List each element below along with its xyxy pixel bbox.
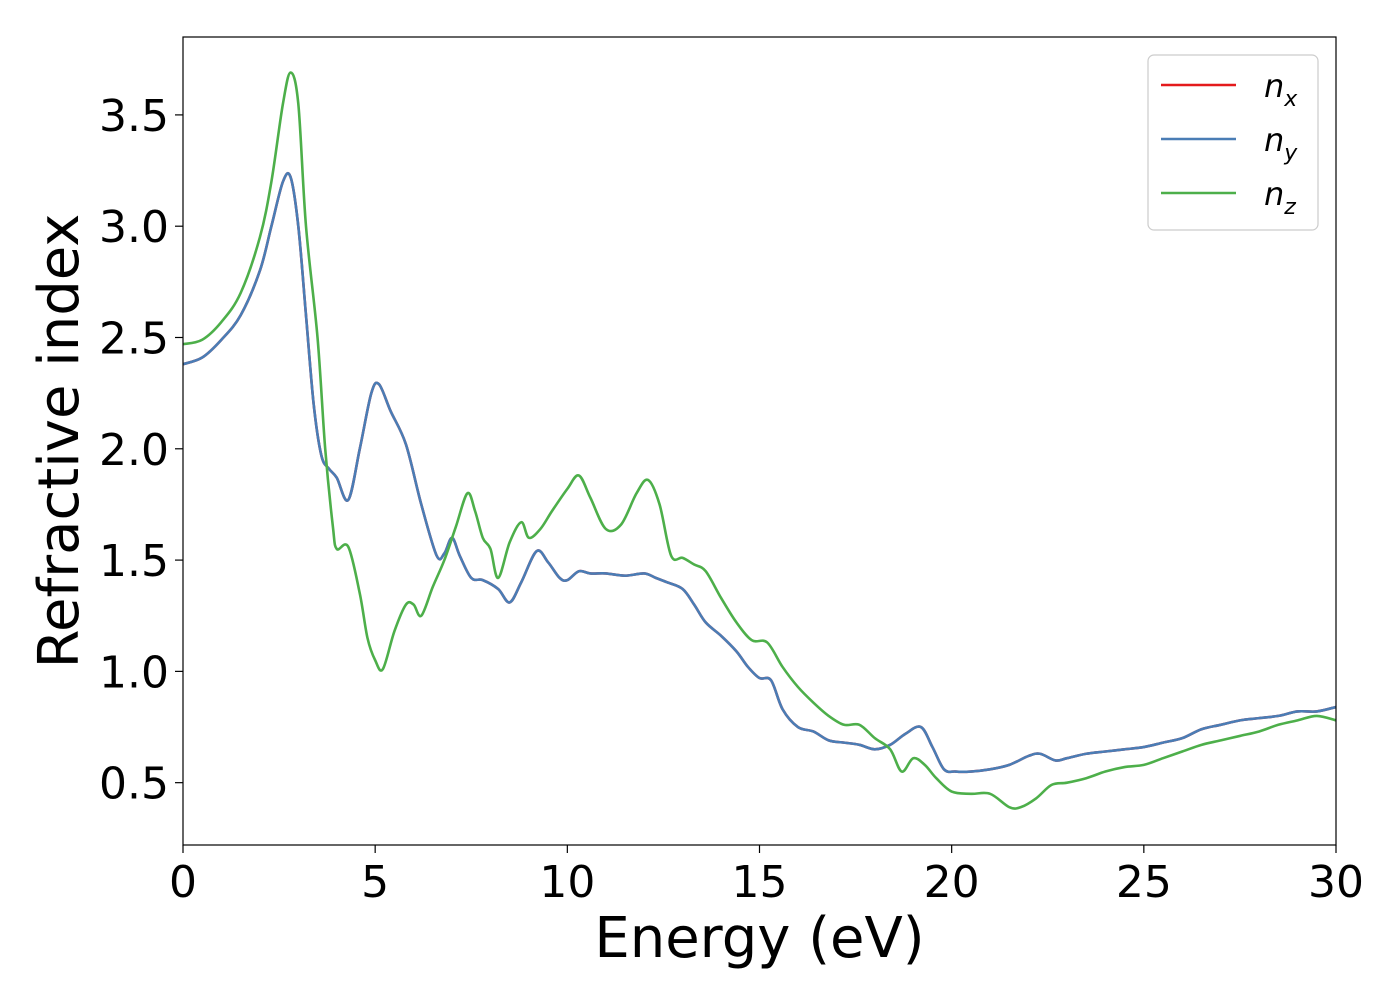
x-tick-label: 30 bbox=[1308, 857, 1364, 908]
series-lines bbox=[183, 71, 1336, 810]
y-tick-label: 0.5 bbox=[99, 759, 169, 810]
legend: nx ny nz bbox=[1147, 54, 1319, 231]
x-tick-label: 15 bbox=[732, 857, 788, 908]
y-tick-label: 3.0 bbox=[99, 202, 169, 253]
x-tick-label: 25 bbox=[1116, 857, 1172, 908]
legend-label-n-x: nx bbox=[1264, 67, 1298, 112]
series-line-n-y bbox=[183, 171, 1336, 774]
x-tick-label: 0 bbox=[169, 857, 197, 908]
x-tick-label: 20 bbox=[924, 857, 980, 908]
y-tick-label: 1.5 bbox=[99, 536, 169, 587]
y-axis-ticks: 0.5 1.0 1.5 2.0 2.5 3.0 3.5 bbox=[99, 91, 183, 810]
y-axis-label: Refractive index bbox=[27, 214, 92, 669]
y-tick-label: 3.5 bbox=[99, 91, 169, 142]
legend-label-n-y: ny bbox=[1264, 121, 1298, 166]
y-tick-label: 2.5 bbox=[99, 313, 169, 364]
x-axis-ticks: 0 5 10 15 20 25 30 bbox=[169, 845, 1364, 908]
x-tick-label: 5 bbox=[361, 857, 389, 908]
y-tick-label: 2.0 bbox=[99, 425, 169, 476]
x-tick-label: 10 bbox=[539, 857, 595, 908]
series-line-n-z bbox=[183, 71, 1336, 810]
x-axis-label: Energy (eV) bbox=[594, 906, 924, 971]
legend-box bbox=[1147, 54, 1319, 231]
y-tick-label: 1.0 bbox=[99, 647, 169, 698]
legend-label-n-z: nz bbox=[1264, 175, 1296, 220]
